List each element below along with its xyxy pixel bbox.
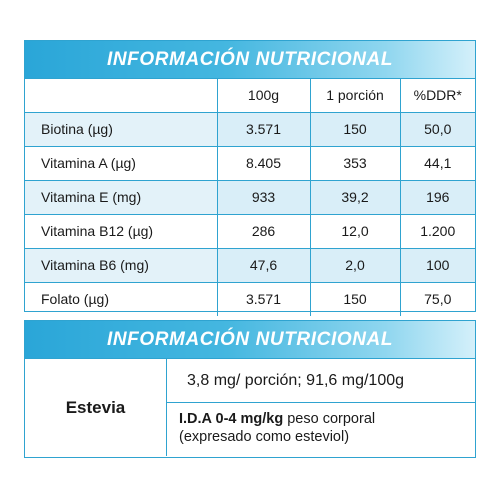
nutrition-panel: INFORMACIÓN NUTRICIONAL 100g 1 porción %… <box>24 40 476 316</box>
header-cell: 100g <box>217 79 311 113</box>
value-portion: 12,0 <box>310 214 401 249</box>
sweetener-ida: I.D.A 0-4 mg/kg peso corporal (expresado… <box>167 403 475 456</box>
nutrient-name: Vitamina E (mg) <box>25 180 218 215</box>
table-row: Biotina (µg) 3.571 150 50,0 <box>25 112 475 147</box>
header-cell: 1 porción <box>310 79 401 113</box>
sweetener-panel: INFORMACIÓN NUTRICIONAL Estevia 3,8 mg/ … <box>24 320 476 458</box>
sweetener-amount: 3,8 mg/ porción; 91,6 mg/100g <box>167 359 475 403</box>
nutrition-title: INFORMACIÓN NUTRICIONAL <box>25 41 475 79</box>
nutrient-name: Vitamina A (µg) <box>25 146 218 181</box>
nutrient-name: Biotina (µg) <box>25 112 218 147</box>
value-ddr: 50,0 <box>400 112 475 147</box>
table-row: Vitamina A (µg) 8.405 353 44,1 <box>25 146 475 181</box>
header-cell: %DDR* <box>400 79 475 113</box>
value-ddr: 44,1 <box>400 146 475 181</box>
value-portion: 39,2 <box>310 180 401 215</box>
value-ddr: 1.200 <box>400 214 475 249</box>
value-100g: 286 <box>217 214 311 249</box>
value-100g: 3.571 <box>217 282 311 316</box>
value-portion: 2,0 <box>310 248 401 283</box>
value-100g: 8.405 <box>217 146 311 181</box>
value-ddr: 75,0 <box>424 291 452 308</box>
table-row: Vitamina E (mg) 933 39,2 196 <box>25 180 475 215</box>
value-ddr: 100 <box>400 248 475 283</box>
value-ddr: 196 <box>400 180 475 215</box>
ida-unit-text: peso corporal <box>283 411 376 427</box>
sweetener-name: Estevia <box>25 359 167 456</box>
value-100g: 3.571 <box>217 112 311 147</box>
sweetener-title: INFORMACIÓN NUTRICIONAL <box>25 321 475 359</box>
value-portion: 150 <box>310 112 401 147</box>
value-portion: 353 <box>310 146 401 181</box>
nutrition-table: 100g 1 porción %DDR* Biotina (µg) 3.571 … <box>25 79 475 316</box>
value-100g: 933 <box>217 180 311 215</box>
nutrient-name: Vitamina B6 (mg) <box>25 248 218 283</box>
table-row: Folato (µg) 3.571 150 75,0 <box>25 282 475 316</box>
table-row: Vitamina B6 (mg) 47,6 2,0 100 <box>25 248 475 283</box>
table-header-row: 100g 1 porción %DDR* <box>25 79 475 113</box>
header-cell <box>25 79 218 113</box>
ida-value: I.D.A 0-4 mg/kg <box>179 411 284 427</box>
table-row: Vitamina B12 (µg) 286 12,0 1.200 <box>25 214 475 249</box>
nutrient-name: Folato (µg) <box>25 282 218 316</box>
nutrient-name: Vitamina B12 (µg) <box>25 214 218 249</box>
value-portion: 150 <box>310 282 401 316</box>
value-100g: 47,6 <box>217 248 311 283</box>
ida-note: (expresado como esteviol) <box>179 429 350 445</box>
sweetener-body: Estevia 3,8 mg/ porción; 91,6 mg/100g I.… <box>25 359 475 456</box>
